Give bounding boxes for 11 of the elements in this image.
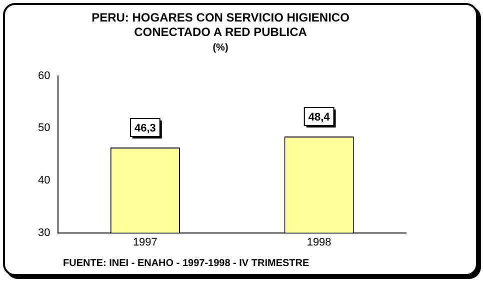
chart-subtitle: (%) [212,42,228,54]
data-label: 46,3 [134,122,156,135]
chart-title: PERU: HOGARES CON SERVICIO HIGIENICO CONECTADO A RED PUBLICA [92,10,350,39]
y-tick-label: 40 [38,174,50,186]
x-tick-label: 1998 [306,236,332,248]
y-tick-label: 60 [38,70,50,82]
source-note: FUENTE: INEI - ENAHO - 1997-1998 - IV TRIMESTRE [63,258,310,269]
data-label: 48,4 [308,112,331,124]
x-tick-label: 1997 [132,236,158,248]
y-tick-label: 50 [38,122,50,134]
y-tick-label: 30 [38,226,50,239]
